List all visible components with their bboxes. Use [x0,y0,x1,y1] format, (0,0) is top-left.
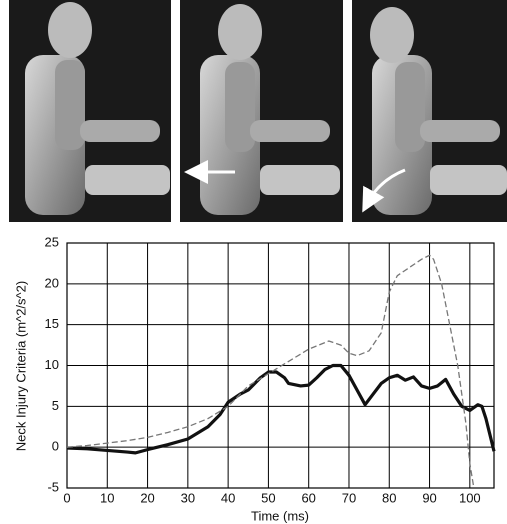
x-tick-label: 100 [459,490,481,505]
line-series [66,254,475,489]
y-tick-label: 0 [52,439,59,454]
y-axis-label: Neck Injury Criteria (m^2/s^2) [13,281,28,451]
photo-panel [180,0,343,222]
x-tick-label: 0 [63,490,70,505]
x-tick-label: 70 [342,490,356,505]
x-tick-label: 10 [100,490,114,505]
x-tick-label: 30 [181,490,195,505]
y-tick-label: 5 [52,398,59,413]
x-tick-label: 20 [140,490,154,505]
line-series [66,363,496,455]
x-tick-label: 40 [221,490,235,505]
x-tick-label: 90 [422,490,436,505]
x-tick-label: 60 [301,490,315,505]
x-tick-label: 80 [382,490,396,505]
y-tick-label: -5 [47,479,59,494]
y-tick-label: 15 [45,316,59,331]
photo-panel [352,0,507,222]
x-tick-label: 50 [261,490,275,505]
photo-panel [9,0,171,222]
x-axis-label: Time (ms) [251,508,309,523]
y-tick-label: 20 [45,275,59,290]
y-tick-label: 25 [45,234,59,249]
y-tick-label: 10 [45,357,59,372]
